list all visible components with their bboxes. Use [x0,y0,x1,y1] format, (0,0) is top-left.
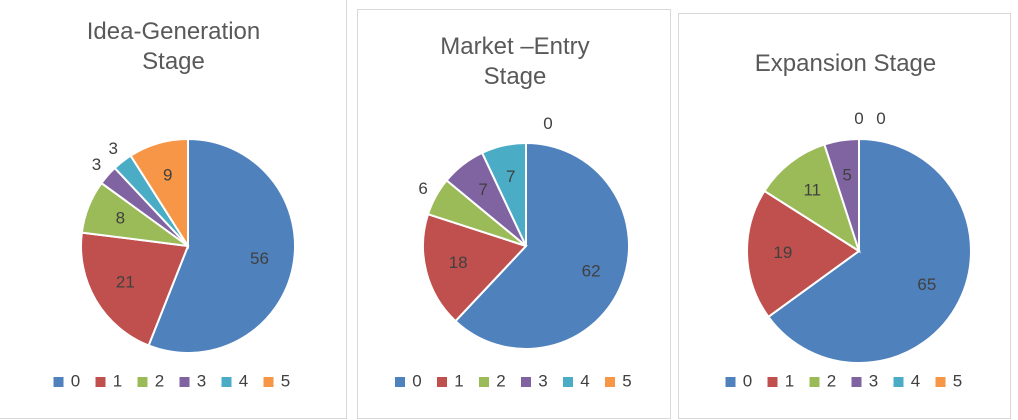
chart-title: Expansion Stage [754,50,937,77]
legend-label: 0 [71,371,80,390]
pie-slice [422,212,528,323]
pie-slice [80,231,190,347]
data-label: 3 [109,139,118,158]
legend-swatch [851,377,862,387]
legend-swatch [221,377,232,387]
legend-label: 4 [911,371,920,390]
pie-chart: 62 18 6 77 0 0 1 2 3 4 5 [395,114,632,390]
data-label: 11 [803,180,821,199]
legend-swatch [893,377,904,387]
pie-slice [129,137,189,250]
legend-swatch [137,377,148,387]
data-label: 62 [582,261,601,280]
legend-label: 1 [785,371,794,390]
legend-swatch [605,377,615,387]
legend-label: 0 [412,371,421,390]
legend-swatch [563,377,573,387]
data-label: 65 [917,275,936,294]
legend-label: 4 [580,371,589,390]
data-label: 8 [116,209,125,228]
legend-label: 0 [743,371,752,390]
legend-swatch [95,377,106,387]
legend-label: 5 [622,371,631,390]
data-label: 7 [478,180,487,199]
chart-panel: 56 21 8 3 3 9 0 1 2 3 4 5 Idea-Generation Stage [0,0,347,419]
legend-label: 3 [869,371,878,390]
pie-slice [480,141,527,247]
legend-swatch [437,377,447,387]
data-label: 21 [116,273,135,292]
legend-swatch [53,377,64,387]
pie-slice [147,137,296,354]
data-label: 0 [854,109,863,128]
legend-label: 2 [155,371,164,390]
chart-panel: 62 18 6 7 7 0 0 1 2 3 4 5 Market –Entry Stage [357,9,671,419]
data-label: 19 [773,243,792,262]
legend-swatch [521,377,531,387]
legend-swatch [263,377,274,387]
data-label: 18 [449,253,468,272]
legend-label: 5 [281,371,290,390]
legend-label: 5 [953,371,962,390]
data-label: 3 [92,155,101,174]
pie-slice [746,189,861,319]
legend-label: 2 [496,371,505,390]
legend-swatch [179,377,190,387]
data-label: 7 [506,167,515,186]
legend-label: 3 [197,371,206,390]
data-label: 56 [250,249,269,268]
data-label: 6 [418,179,427,198]
pie-slice [454,141,630,350]
legend-swatch [767,377,778,387]
chart-panel: 65 19 11 5 0 0 0 1 2 3 4 5 Expansion Stage [678,13,1011,419]
legend-swatch [479,377,489,387]
pie-slice [763,143,861,254]
data-label: 0 [543,114,552,133]
chart-title: Idea-Generation Stage [86,18,261,75]
pie-slice [766,137,972,364]
data-label: 9 [163,166,172,185]
data-label: 0 [876,109,885,128]
pie-slice [823,137,860,252]
legend-swatch [809,377,820,387]
legend-swatch [725,377,736,387]
legend-label: 3 [538,371,547,390]
legend-label: 1 [113,371,122,390]
legend-label: 2 [827,371,836,390]
legend-label: 4 [239,371,248,390]
chart-title: Market –Entry Stage [440,33,590,90]
data-label: 5 [842,165,851,184]
legend-swatch [935,377,946,387]
legend-swatch [395,377,405,387]
legend-label: 1 [454,371,463,390]
